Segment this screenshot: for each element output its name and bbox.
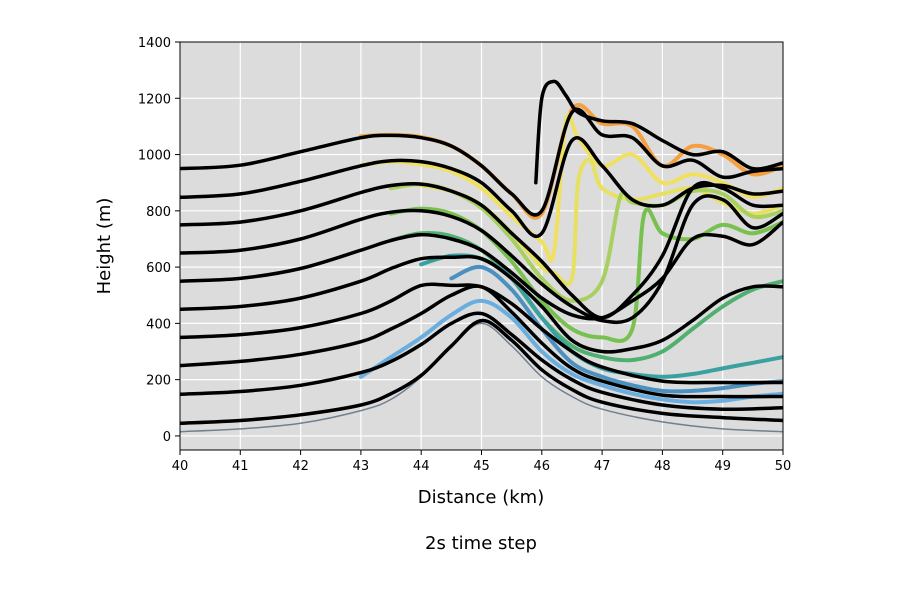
series-line-colored <box>389 231 783 363</box>
series-line-colored <box>358 298 783 405</box>
x-tick-label: 49 <box>714 459 731 474</box>
series-line-black <box>180 282 783 385</box>
series-line-black <box>180 318 783 426</box>
series-line-black <box>180 107 783 217</box>
terrain-line <box>180 322 783 433</box>
y-axis: 0 200 400 600 800 1000 1200 1400 <box>138 36 180 445</box>
y-tick-label: 800 <box>146 205 171 220</box>
series-line-black <box>180 136 783 238</box>
series-line-black <box>180 220 783 321</box>
y-tick-label: 400 <box>146 317 171 332</box>
x-tick-label: 41 <box>232 459 249 474</box>
y-tick-label: 600 <box>146 261 171 276</box>
series-line-black <box>180 194 783 325</box>
x-axis: 40 41 42 43 44 45 46 47 48 49 50 <box>172 450 792 474</box>
series-line-black <box>180 311 783 412</box>
x-axis-label: Distance (km) <box>418 487 544 508</box>
x-tick-label: 50 <box>775 459 792 474</box>
x-tick-label: 48 <box>654 459 671 474</box>
x-tick-label: 44 <box>413 459 430 474</box>
x-tick-label: 45 <box>473 459 490 474</box>
series-layer <box>180 79 783 433</box>
y-tick-label: 0 <box>163 430 171 445</box>
y-tick-label: 1400 <box>138 36 171 51</box>
x-tick-label: 40 <box>172 459 189 474</box>
y-tick-label: 1000 <box>138 149 171 164</box>
y-tick-label: 200 <box>146 374 171 389</box>
y-tick-label: 1200 <box>138 92 171 107</box>
series-line-black <box>180 254 783 354</box>
x-tick-label: 43 <box>353 459 370 474</box>
x-tick-label: 46 <box>534 459 551 474</box>
series-line-black <box>534 79 783 185</box>
y-axis-label: Height (m) <box>94 198 115 295</box>
x-tick-label: 47 <box>594 459 611 474</box>
series-line-colored <box>449 264 783 394</box>
chart-caption: 2s time step <box>425 533 537 554</box>
x-tick-label: 42 <box>292 459 309 474</box>
series-line-colored <box>389 206 783 343</box>
